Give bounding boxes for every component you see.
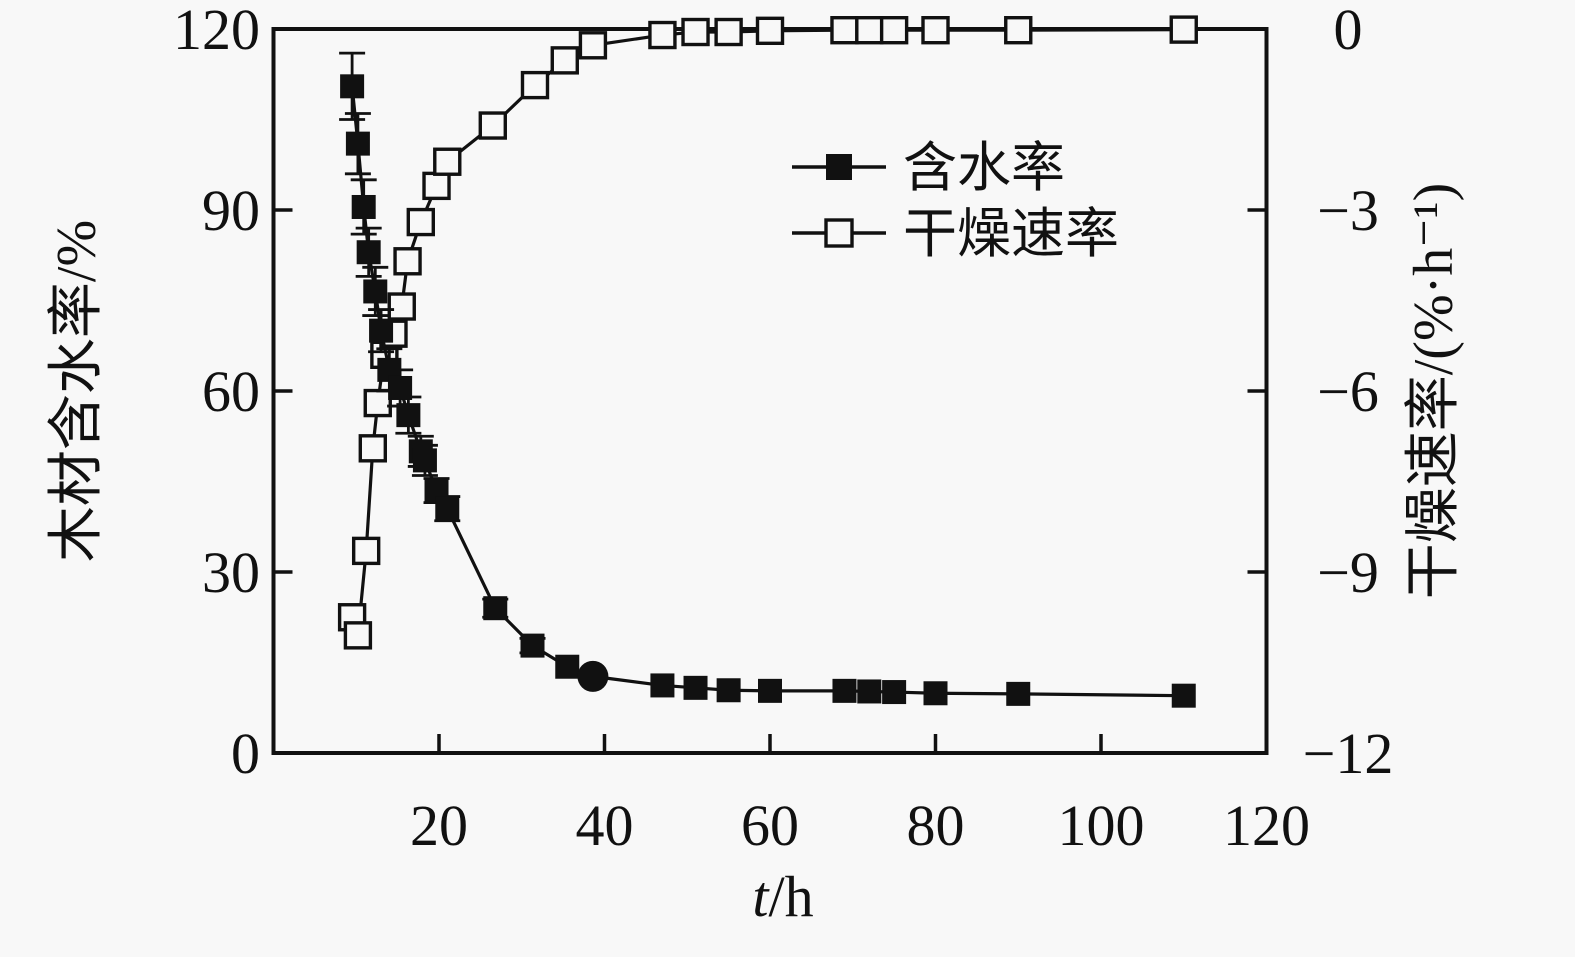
data-point-marker	[351, 194, 376, 219]
data-point-marker	[433, 147, 462, 176]
plot-frame-group	[271, 27, 1269, 755]
legend-label: 含水率	[903, 138, 1065, 198]
data-point-marker	[520, 633, 545, 658]
x-tick-label: 120	[1223, 793, 1310, 858]
left-tick-label: 0	[231, 721, 260, 786]
data-point-marker	[923, 681, 948, 706]
data-point-marker	[412, 448, 437, 473]
data-point-marker	[714, 17, 743, 47]
axes-ticks-group: 20 40 60 80 100 120 0 30 60 90 120 0 −3 −6 −9 −12	[173, 0, 1393, 858]
x-tick-label: 100	[1058, 793, 1145, 858]
data-point-marker	[683, 675, 708, 700]
data-point-marker	[1004, 16, 1033, 45]
data-point-marker	[555, 654, 580, 679]
moisture-series	[339, 51, 1196, 708]
data-point-marker	[578, 31, 608, 60]
data-point-marker	[1171, 683, 1196, 708]
right-axis-title: 干燥速率/(%·h⁻¹)	[1403, 183, 1465, 600]
data-point-marker	[681, 17, 710, 47]
data-point-marker	[921, 16, 950, 45]
plot-frame	[271, 27, 1269, 755]
x-tick-label: 40	[576, 793, 634, 858]
data-point-marker	[830, 16, 859, 45]
drying-rate-line	[350, 28, 1184, 636]
data-point-marker	[1169, 15, 1198, 44]
data-point-marker	[345, 131, 370, 156]
left-tick-label: 60	[202, 359, 260, 424]
legend-item-moisture: 含水率	[792, 138, 1065, 198]
data-point-marker	[369, 318, 394, 343]
right-tick-label: −9	[1317, 540, 1379, 605]
legend-marker	[824, 218, 854, 248]
data-point-marker	[422, 171, 451, 201]
data-point-marker	[716, 678, 741, 703]
data-point-marker	[388, 375, 413, 400]
data-point-marker	[882, 680, 907, 705]
data-point-marker	[406, 207, 435, 237]
data-point-marker	[387, 292, 416, 321]
data-point-marker	[520, 70, 550, 100]
data-point-marker	[340, 74, 365, 99]
drying-rate-series	[337, 15, 1198, 650]
data-point-marker	[343, 621, 373, 650]
data-point-marker	[857, 679, 882, 704]
data-point-marker	[550, 46, 579, 75]
data-point-marker	[478, 111, 507, 140]
data-point-marker	[351, 536, 381, 566]
data-point-marker	[879, 16, 909, 45]
right-tick-label: −12	[1303, 721, 1394, 786]
data-point-marker	[855, 16, 884, 45]
right-tick-label: 0	[1334, 0, 1363, 62]
data-point-marker	[393, 247, 422, 276]
data-point-marker	[1006, 681, 1031, 706]
data-point-marker	[363, 388, 392, 418]
x-tick-label: 60	[741, 793, 799, 858]
data-point-marker	[358, 434, 387, 463]
data-point-marker	[356, 240, 381, 265]
right-tick-label: −6	[1317, 359, 1379, 424]
data-point-marker	[758, 678, 782, 703]
data-point-marker	[435, 496, 460, 521]
left-tick-label: 120	[173, 0, 260, 62]
x-axis-title: t/h	[752, 864, 813, 929]
left-tick-label: 90	[202, 178, 260, 243]
data-point-marker	[832, 678, 857, 703]
x-tick-label: 80	[907, 793, 965, 858]
left-tick-label: 30	[202, 540, 260, 605]
data-point-marker	[577, 660, 609, 692]
series-group	[337, 15, 1198, 708]
x-tick-label: 20	[410, 793, 468, 858]
legend-marker	[826, 154, 852, 180]
legend-label: 干燥速率	[903, 204, 1119, 264]
data-point-marker	[755, 16, 785, 46]
left-axis-title: 木材含水率/%	[46, 220, 108, 562]
data-point-marker	[483, 596, 508, 621]
data-point-marker	[396, 403, 421, 428]
data-point-marker	[650, 673, 675, 698]
right-tick-label: −3	[1317, 178, 1379, 243]
data-point-marker	[363, 279, 388, 304]
legend-item-drying-rate: 干燥速率	[792, 204, 1119, 264]
data-point-marker	[648, 20, 677, 50]
